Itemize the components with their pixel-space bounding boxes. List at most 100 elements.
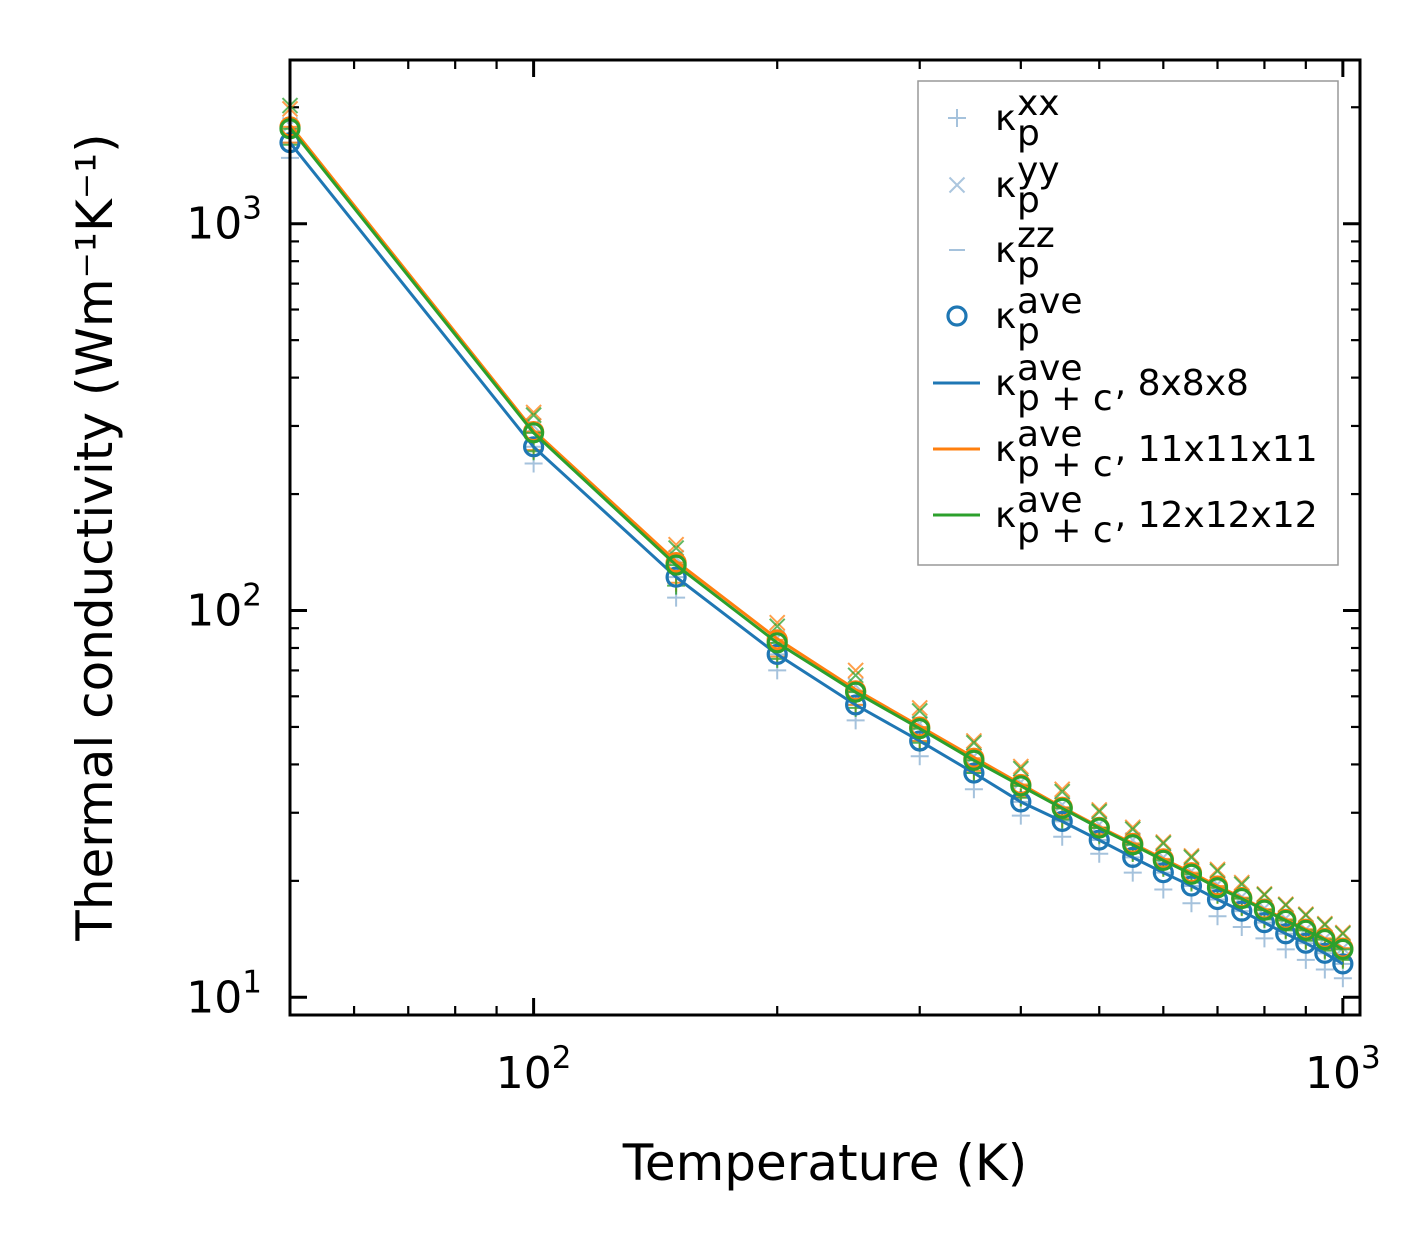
kp-ave-point: [1314, 928, 1336, 951]
kp-ave-point: [766, 643, 788, 666]
kp-ave-point: [1051, 810, 1073, 832]
kp-yy-point: [525, 404, 542, 421]
kp-ave-point: [1088, 817, 1110, 839]
legend-plus-marker: [948, 109, 966, 127]
kp-yy-point: [1183, 847, 1200, 865]
tick-labels: 102 103 101 102 103: [186, 191, 1380, 1099]
kp-xx-point: [1296, 950, 1315, 969]
kp-ave-point: [523, 422, 545, 444]
series-12x12x12-line: [279, 118, 1354, 960]
kp-ave-point: [1088, 829, 1110, 851]
kp-ave-point: [963, 762, 985, 784]
legend-kappa: κ: [995, 429, 1016, 470]
legend-kappa: κ: [995, 98, 1016, 139]
y-tick-label: 102: [186, 578, 262, 637]
y-axis-label: Thermal conductivity (Wm⁻¹K⁻¹): [66, 133, 124, 941]
kp-ave-point: [1253, 899, 1276, 921]
kp-xx-point: [1182, 894, 1201, 913]
y-tick-label: 103: [186, 191, 262, 250]
kp-ave-point: [1231, 887, 1253, 910]
kp-ave-point: [1231, 900, 1253, 922]
legend-entry: κ zzp: [949, 215, 1055, 286]
legend-entry: κ yyp: [948, 150, 1060, 221]
legend-kappa: κ: [995, 495, 1016, 536]
x-tick-label: 103: [1305, 1040, 1381, 1099]
legend-superscript: ave: [1017, 414, 1083, 455]
kp-ave-point: [1051, 797, 1073, 819]
kp-yy-point: [1233, 874, 1250, 891]
plot-frame: [288, 58, 1362, 1017]
kp-xx-point: [1208, 907, 1227, 926]
legend-kappa: κ: [995, 165, 1016, 206]
legend-series-label: , 11x11x11: [1115, 429, 1318, 470]
legend-subscript: p + c: [1017, 510, 1113, 551]
legend-box: [917, 80, 1339, 566]
x-tick-label: 102: [496, 1040, 572, 1099]
legend-subscript: p: [1017, 180, 1040, 221]
kp-yy-point: [1012, 758, 1030, 775]
legend-subscript: p: [1017, 113, 1040, 154]
legend-superscript: ave: [1017, 281, 1083, 322]
kpc-ave-line: [288, 141, 1344, 966]
kp-ave-point: [909, 730, 931, 752]
kp-ave-point: [1122, 846, 1144, 868]
kp-yy-point: [1091, 803, 1108, 820]
kp-yy-point: [847, 662, 864, 679]
kp-ave-point: [1180, 863, 1203, 885]
kp-ave-point: [1295, 932, 1317, 954]
legend-entry: κ xxp: [948, 83, 1060, 154]
kp-yy-point: [769, 614, 786, 631]
legend-superscript: yy: [1017, 150, 1060, 191]
kp-ave-point: [1275, 923, 1297, 945]
kp-yy-point: [525, 406, 542, 424]
kp-yy-point: [847, 667, 864, 684]
kp-ave-point: [665, 554, 687, 576]
kp-ave-point: [1206, 877, 1229, 899]
kp-ave-point: [1253, 912, 1276, 934]
kp-ave-point: [1010, 775, 1032, 797]
kp-yy-point: [667, 539, 685, 557]
kp-ave-point: [1122, 834, 1144, 856]
kp-yy-point: [1209, 862, 1226, 880]
legend-subscript: p + c: [1017, 444, 1113, 485]
kp-ave-point: [1332, 953, 1354, 975]
kp-yy-point: [965, 734, 983, 751]
kp-ave-point: [523, 436, 545, 458]
legend-superscript: ave: [1017, 348, 1083, 389]
kp-ave-point: [963, 749, 985, 771]
legend-cross-marker: [948, 176, 966, 194]
kp-yy-point: [911, 699, 928, 717]
legend-series-label: , 8x8x8: [1115, 363, 1249, 404]
x-axis-label: Temperature (K): [622, 1134, 1027, 1192]
kp-yy-point: [1334, 925, 1352, 942]
plot-series: [279, 97, 1354, 988]
kp-yy-point: [1124, 819, 1141, 836]
kp-yy-point: [1155, 835, 1172, 852]
legend-kappa: κ: [995, 296, 1016, 337]
kp-ave-point: [1152, 862, 1174, 884]
kpc-ave-line: [288, 126, 1344, 951]
kp-ave-point: [845, 681, 867, 703]
legend-subscript: p: [1017, 245, 1040, 286]
kp-yy-point: [667, 536, 685, 553]
kp-ave-point: [1332, 938, 1354, 960]
legend-circle-marker: [946, 305, 968, 327]
kp-ave-point: [1180, 875, 1203, 897]
kp-yy-point: [1183, 849, 1200, 866]
legend-series-label: , 12x12x12: [1115, 495, 1318, 536]
legend-superscript: ave: [1017, 480, 1083, 521]
kp-ave-point: [1275, 909, 1297, 932]
legend-subscript: p: [1017, 311, 1040, 352]
kp-ave-point: [845, 694, 867, 716]
legend-kappa: κ: [995, 363, 1016, 404]
kp-ave-point: [1152, 849, 1174, 871]
kp-yy-point: [1209, 861, 1226, 878]
legend-subscript: p + c: [1017, 378, 1113, 419]
kp-ave-point: [1206, 888, 1229, 911]
